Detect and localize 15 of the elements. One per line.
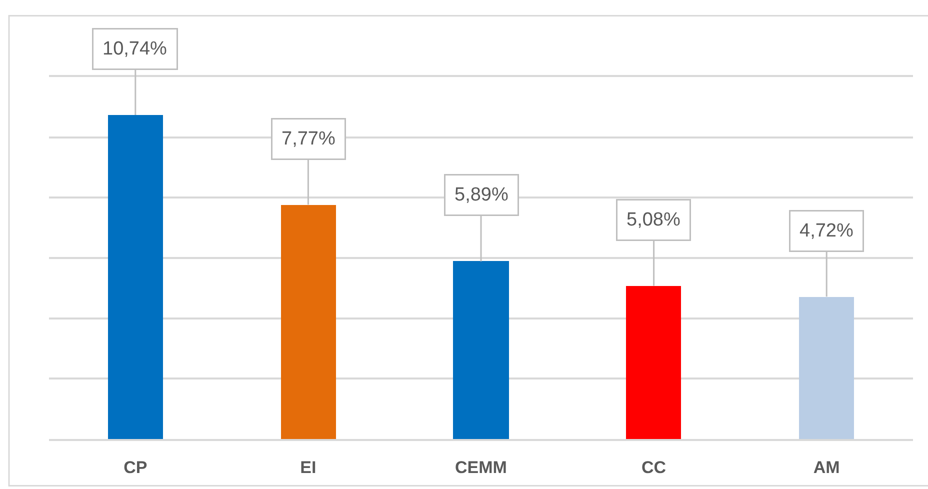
data-label: 5,08% [626,210,680,230]
data-label: 10,74% [102,38,168,60]
bar [108,115,163,439]
data-label: 4,72% [800,220,854,242]
data-label: 5,89% [454,184,508,206]
x-tick-label: EI [300,458,316,478]
x-tick-label: CP [124,458,148,478]
x-tick-label: AM [813,458,840,478]
data-label: 7,77% [282,128,336,150]
x-tick-label: CEMM [455,458,507,478]
bar [626,286,681,439]
bar [799,297,854,439]
x-tick-label: CC [642,458,666,478]
bar [281,205,336,439]
bar [453,261,509,439]
